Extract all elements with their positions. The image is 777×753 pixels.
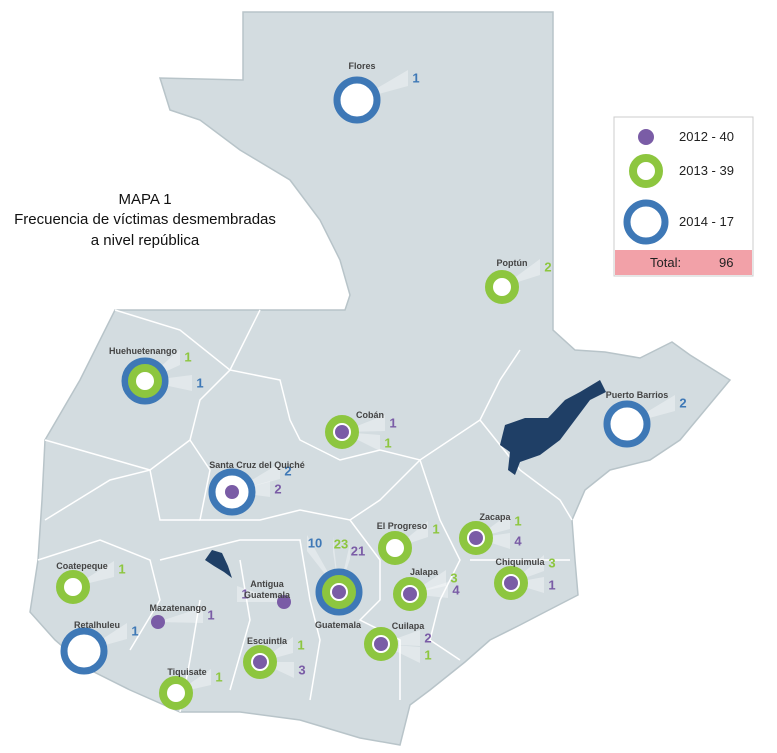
marker-2013 [128,364,162,398]
value-label: 1 [389,415,397,431]
legend-label: 2014 - 17 [679,214,734,229]
value-label: 1 [297,637,305,653]
value-label: 2 [284,463,292,479]
lake-atitlan [205,550,232,578]
value-label: 1 [514,513,522,529]
value-label: 1 [241,586,249,602]
legend-label: 2013 - 39 [679,163,734,178]
city-name: Huehuetenango [108,346,178,356]
marker-2013 [159,676,193,710]
city-name: Chiquimula [495,557,545,567]
value-label: 2 [274,481,282,497]
marker-2014 [60,627,108,675]
legend-swatch [623,199,669,245]
city-name: Tiquisate [167,667,207,677]
marker-2012 [504,576,518,590]
title-line: a nivel república [90,232,200,249]
marker-2012 [151,615,165,629]
value-label: 3 [548,555,556,571]
value-label: 1 [384,435,392,451]
value-label: 1 [118,561,126,577]
marker-2014 [333,76,381,124]
city-name: Zacapa [479,512,511,522]
legend-box [613,116,754,277]
city-name: Cuilapa [391,621,425,631]
marker-2012 [225,485,239,499]
city-name: Retalhuleu [73,620,121,630]
marker-2012 [403,587,417,601]
legend-label: 2012 - 40 [679,129,734,144]
value-label: 1 [184,349,192,365]
callout-cone [237,586,284,602]
city-name: Jalapa [409,567,439,577]
city-name: El Progreso [376,521,428,531]
title-line: Frecuencia de víctimas desmembradas [14,211,276,228]
country-outline [29,11,732,746]
legend-swatch [638,129,654,145]
city-name: Escuintla [246,636,288,646]
callout-cone [145,375,192,391]
city-name: Santa Cruz del Quiché [209,460,305,470]
city-name: Puerto Barrios [605,390,669,400]
marker-2012 [374,637,388,651]
marker-2013 [378,531,412,565]
value-label: 1 [215,669,223,685]
title-line: MAPA 1 [118,191,172,208]
marker-2012 [253,655,267,669]
value-label: 10 [307,535,323,551]
value-label: 23 [333,536,349,552]
value-label: 1 [424,647,432,663]
legend-total-label: Total: [650,255,682,270]
marker-2013 [56,570,90,604]
city-name: Antigua Guatemala [243,579,291,600]
marker-2012 [335,425,349,439]
value-label: 1 [548,577,556,593]
value-label: 21 [350,543,366,559]
city-name: Flores [348,61,376,71]
legend-total: 96 [719,255,734,270]
value-label: 2 [424,630,432,646]
marker-2012 [277,595,291,609]
value-label: 2 [679,395,687,411]
marker-2013 [485,270,519,304]
city-name: Mazatenango [149,603,207,613]
marker-2012 [469,531,483,545]
value-label: 1 [131,623,139,639]
value-label: 1 [207,607,215,623]
value-label: 3 [450,570,458,586]
city-name: Coatepeque [56,561,108,571]
city-name: Poptún [496,258,528,268]
value-label: 3 [298,662,306,678]
city-name: Guatemala [314,620,362,630]
value-label: 1 [196,375,204,391]
value-label: 1 [432,521,440,537]
callout-cone [158,607,203,623]
city-name: Cobán [356,410,384,420]
value-label: 1 [412,70,420,86]
legend-total-bar [615,250,752,275]
marker-2012 [332,585,346,599]
value-label: 2 [544,259,552,275]
value-label: 4 [514,533,522,549]
value-label: 4 [452,582,460,598]
lake-izabal [500,380,606,475]
legend-swatch [629,154,663,188]
marker-2014 [603,400,651,448]
